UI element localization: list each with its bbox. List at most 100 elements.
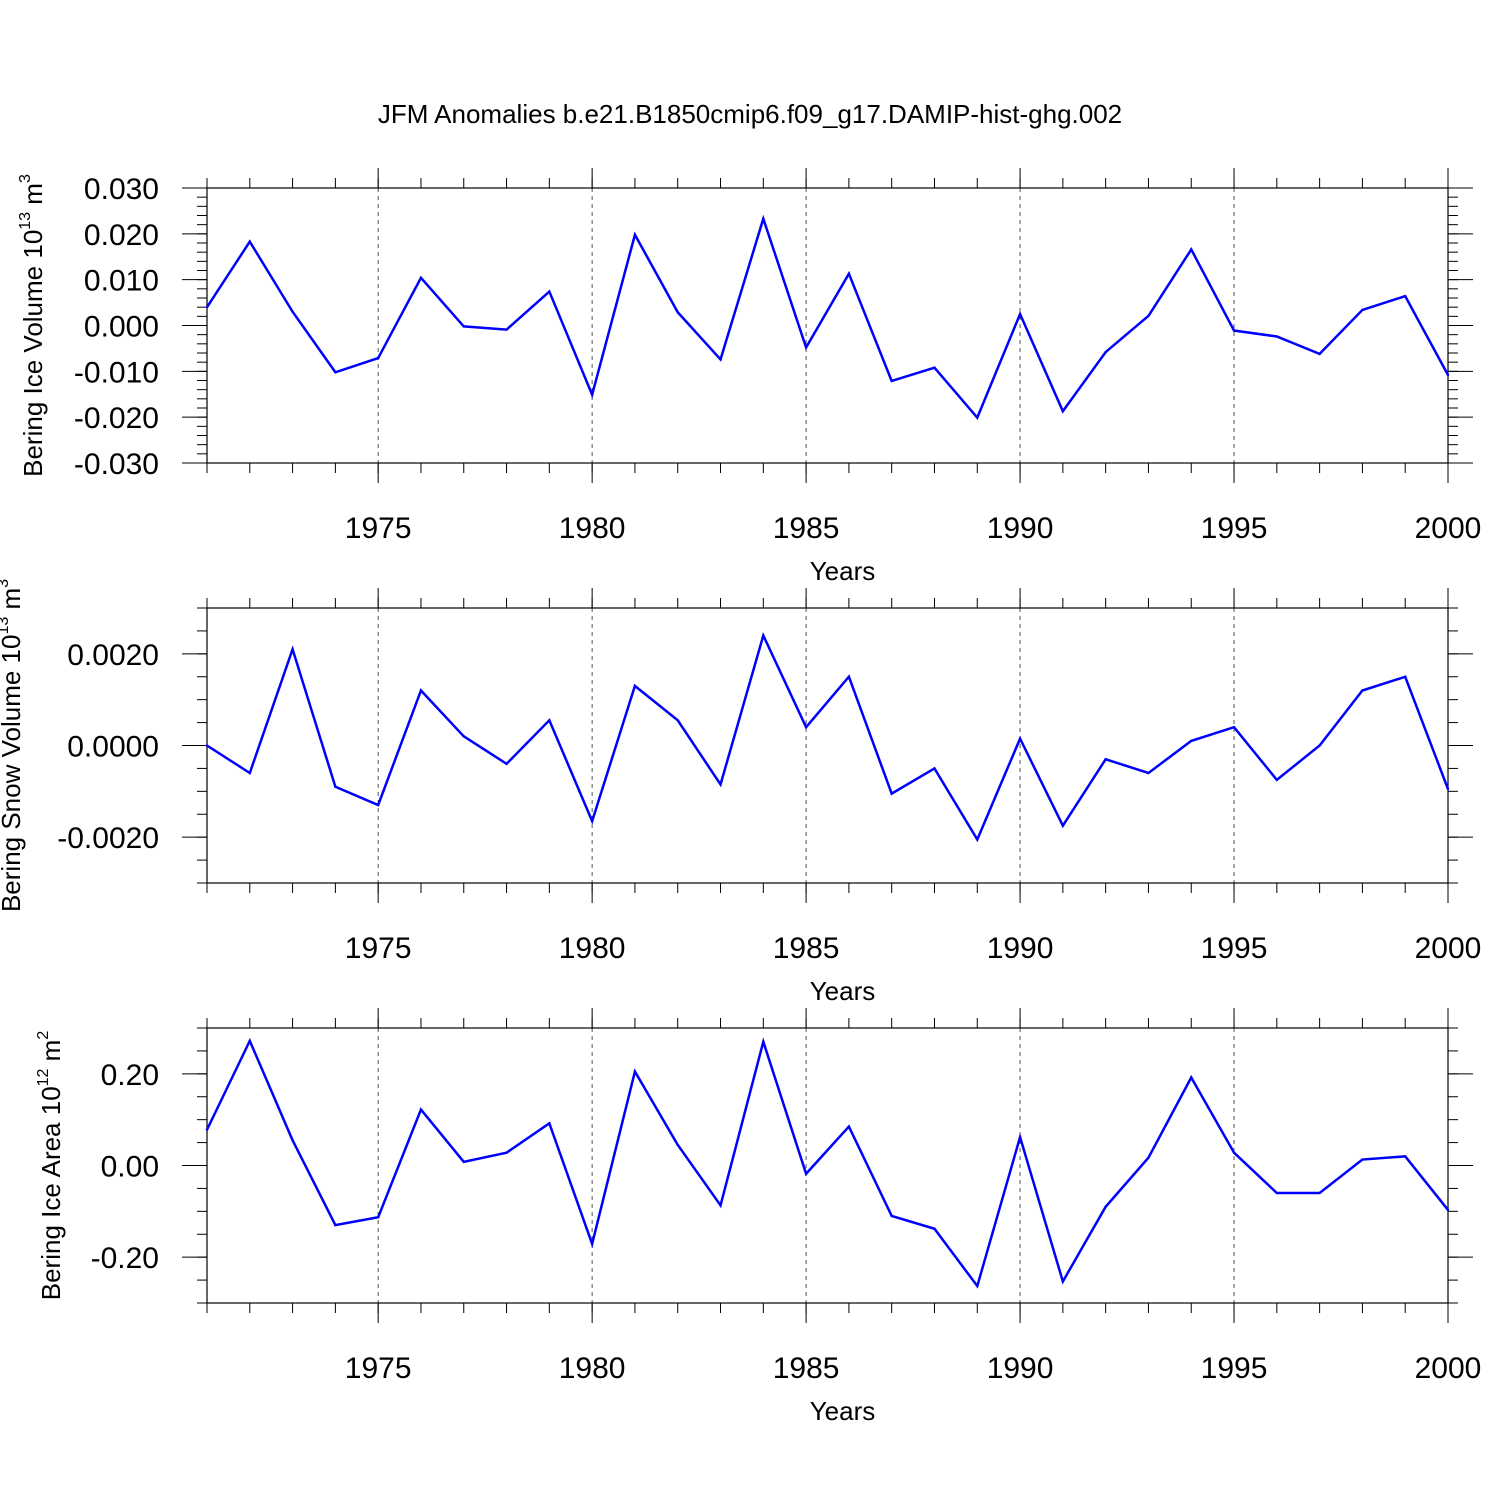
data-point bbox=[291, 310, 294, 313]
x-tick-label: 1980 bbox=[559, 512, 626, 545]
data-point bbox=[1404, 294, 1407, 298]
data-point bbox=[248, 771, 251, 775]
data-point bbox=[1104, 758, 1107, 761]
plot-frame bbox=[206, 607, 1449, 884]
data-point bbox=[1018, 1135, 1022, 1139]
y-axis-label-unit: m bbox=[0, 588, 26, 617]
y-axis-label-unit_exp: 3 bbox=[17, 174, 34, 183]
data-point bbox=[419, 1108, 423, 1111]
data-point bbox=[1104, 350, 1107, 354]
data-point bbox=[762, 217, 765, 220]
data-point bbox=[1190, 1076, 1193, 1079]
panel-ice-volume: 1975 1980 1985 1990 1995 2000 -0.030 -0.020 -0.0… bbox=[17, 168, 1481, 586]
data-point bbox=[1147, 771, 1150, 775]
data-point bbox=[291, 648, 294, 651]
plot-frame bbox=[206, 187, 1449, 464]
x-axis-label: Years bbox=[810, 1396, 876, 1426]
data-point bbox=[376, 1216, 380, 1219]
y-axis-label-exp: 13 bbox=[0, 617, 12, 635]
data-point bbox=[890, 1214, 893, 1218]
x-tick-label: 1985 bbox=[773, 1352, 840, 1385]
y-tick-label: 0.00 bbox=[101, 1151, 159, 1184]
data-point bbox=[1318, 1191, 1321, 1195]
data-point bbox=[1275, 778, 1279, 782]
data-point bbox=[1190, 739, 1193, 743]
plot-frame bbox=[206, 1027, 1449, 1304]
series-line-ice-area bbox=[205, 1037, 1449, 1289]
data-point bbox=[1018, 737, 1022, 740]
data-point bbox=[676, 311, 679, 314]
data-point bbox=[1361, 1158, 1364, 1161]
x-tick-label: 1995 bbox=[1201, 932, 1268, 965]
chart-title: JFM Anomalies b.e21.B1850cmip6.f09_g17.D… bbox=[378, 99, 1122, 129]
data-point bbox=[933, 366, 936, 369]
data-point bbox=[291, 1139, 294, 1142]
data-point bbox=[590, 393, 594, 396]
data-point bbox=[1232, 1151, 1236, 1154]
data-point bbox=[1147, 1156, 1150, 1159]
data-point bbox=[719, 358, 722, 361]
x-tick-label: 1995 bbox=[1201, 512, 1268, 545]
data-point bbox=[1275, 335, 1279, 338]
x-tick-label: 1975 bbox=[345, 932, 412, 965]
data-point bbox=[890, 379, 893, 383]
data-point bbox=[1232, 329, 1236, 332]
data-point bbox=[976, 838, 979, 841]
x-tick-label: 2000 bbox=[1415, 512, 1482, 545]
x-tick-label: 2000 bbox=[1415, 932, 1482, 965]
y-axis-label-prefix: Bering Ice Volume 10 bbox=[18, 230, 48, 477]
data-point bbox=[1404, 1155, 1407, 1158]
y-axis-label-exp: 12 bbox=[35, 1068, 52, 1086]
y-axis-label-unit_exp: 2 bbox=[35, 1031, 52, 1040]
data-point bbox=[847, 272, 851, 275]
data-point bbox=[804, 346, 808, 349]
y-axis-label-prefix: Bering Snow Volume 10 bbox=[0, 635, 26, 913]
data-point bbox=[590, 1242, 594, 1246]
y-axis-label: Bering Snow Volume 1013 m3 bbox=[0, 579, 26, 912]
y-axis-label-unit_exp: 3 bbox=[0, 579, 12, 588]
data-point bbox=[1061, 410, 1065, 413]
data-point bbox=[847, 675, 851, 678]
y-axis-label: Bering Ice Area 1012 m2 bbox=[35, 1031, 66, 1301]
data-point bbox=[676, 1143, 679, 1147]
y-axis-label-unit: m bbox=[36, 1040, 66, 1069]
y-axis-label-exp: 13 bbox=[17, 212, 34, 230]
data-point bbox=[1446, 787, 1450, 791]
data-point bbox=[1018, 312, 1022, 316]
data-point bbox=[1446, 1208, 1450, 1212]
data-point bbox=[334, 785, 337, 788]
y-tick-label: 0.20 bbox=[101, 1059, 159, 1092]
data-point bbox=[1404, 675, 1407, 678]
data-point bbox=[1061, 1280, 1065, 1283]
data-point bbox=[719, 1204, 722, 1207]
x-tick-label: 1975 bbox=[345, 512, 412, 545]
data-point bbox=[419, 276, 423, 280]
x-tick-label: 1985 bbox=[773, 512, 840, 545]
y-axis-label-prefix: Bering Ice Area 10 bbox=[36, 1086, 66, 1300]
x-tick-label: 2000 bbox=[1415, 1352, 1482, 1385]
y-tick-label: -0.0020 bbox=[57, 822, 159, 855]
data-point bbox=[462, 1160, 465, 1164]
data-point bbox=[1275, 1191, 1279, 1195]
data-point bbox=[505, 1151, 508, 1154]
data-point bbox=[419, 689, 423, 692]
data-point bbox=[548, 1122, 551, 1125]
y-tick-label: -0.020 bbox=[74, 402, 159, 435]
data-point bbox=[804, 1172, 808, 1175]
data-point bbox=[334, 1223, 337, 1227]
data-point bbox=[1361, 689, 1364, 692]
data-point bbox=[376, 803, 380, 807]
y-tick-label: 0.020 bbox=[84, 219, 159, 252]
data-point bbox=[205, 744, 209, 747]
y-tick-label: -0.010 bbox=[74, 356, 159, 389]
x-tick-label: 1980 bbox=[559, 932, 626, 965]
y-tick-label: 0.0000 bbox=[67, 731, 159, 764]
y-axis-label: Bering Ice Volume 1013 m3 bbox=[17, 174, 48, 477]
data-point bbox=[462, 735, 465, 738]
data-point bbox=[676, 719, 679, 722]
data-point bbox=[1446, 373, 1450, 377]
data-point bbox=[205, 1128, 209, 1131]
data-point bbox=[762, 1040, 765, 1043]
series-line-ice-volume bbox=[205, 214, 1450, 420]
